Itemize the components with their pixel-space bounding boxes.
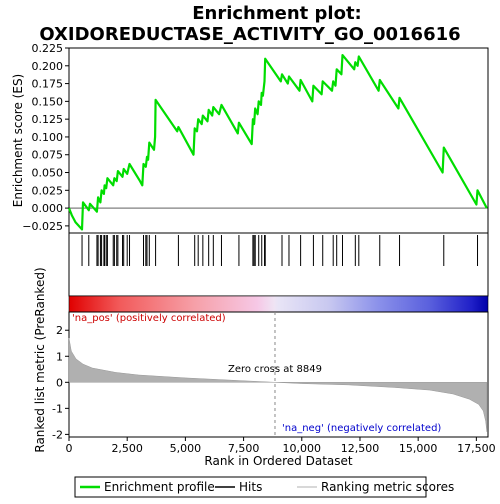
metric-xtick-label: 15,000	[399, 442, 438, 455]
es-ytick-label: 0.000	[32, 202, 64, 215]
chart-title-line2: OXIDOREDUCTASE_ACTIVITY_GO_0016616	[39, 24, 460, 45]
metric-xtick-label: 0	[66, 442, 73, 455]
legend-label: Enrichment profile	[104, 480, 215, 494]
es-ytick-label: 0.100	[32, 131, 64, 144]
es-ytick-label: 0.200	[32, 60, 64, 73]
legend-label: Hits	[239, 480, 262, 494]
metric-xtick-label: 7,500	[228, 442, 260, 455]
es-ytick-label: 0.125	[32, 113, 64, 126]
metric-ytick-label: -1	[52, 402, 63, 415]
metric-ytick-label: -2	[52, 428, 63, 441]
es-ytick-label: 0.050	[32, 167, 64, 180]
hits-panel	[68, 232, 489, 297]
es-ytick-label: 0.075	[32, 149, 64, 162]
legend: Enrichment profile Hits Ranking metric sco…	[74, 476, 454, 498]
metric-xtick-label: 2,500	[111, 442, 143, 455]
es-ytick-label: 0.025	[32, 184, 64, 197]
es-ytick-label: −0.025	[22, 220, 63, 233]
es-ytick-label: 0.175	[32, 78, 64, 91]
metric-xtick-label: 10,000	[283, 442, 322, 455]
metric-panel-frame	[68, 311, 489, 438]
chart-title-line1: Enrichment plot:	[192, 3, 362, 24]
es-ytick-label: 0.225	[32, 42, 64, 55]
legend-frame	[74, 476, 427, 498]
metric-ytick-label: 2	[56, 324, 63, 337]
metric-xtick-label: 12,500	[341, 442, 380, 455]
rank-gradient-bar	[68, 295, 489, 313]
metric-ytick-label: 0	[56, 376, 63, 389]
metric-xlabel: Rank in Ordered Dataset	[204, 454, 352, 468]
legend-label: Ranking metric scores	[321, 480, 454, 494]
metric-xtick-label: 5,000	[170, 442, 202, 455]
es-panel: −0.025 0.000 0.025 0.050 0.075 0.100 0.125 0.15…	[11, 42, 489, 234]
enrichment-profile-line	[67, 53, 488, 231]
hits-panel-frame	[68, 232, 489, 297]
es-ylabel: Enrichment score (ES)	[11, 74, 25, 207]
ranking-metric-area	[68, 337, 488, 432]
pos-correlated-label: 'na_pos' (positively correlated)	[72, 313, 226, 324]
rank-color-bar	[68, 295, 489, 313]
ranked-metric-panel: Zero cross at 8849 'na_pos' (positively c…	[33, 267, 496, 468]
metric-ylabel: Ranked list metric (PreRanked)	[33, 267, 47, 452]
metric-xtick-label: 17,500	[457, 442, 496, 455]
neg-correlated-label: 'na_neg' (negatively correlated)	[282, 423, 441, 434]
metric-ytick-label: 1	[56, 350, 63, 363]
zero-cross-label: Zero cross at 8849	[228, 364, 322, 375]
es-ytick-label: 0.150	[32, 95, 64, 108]
